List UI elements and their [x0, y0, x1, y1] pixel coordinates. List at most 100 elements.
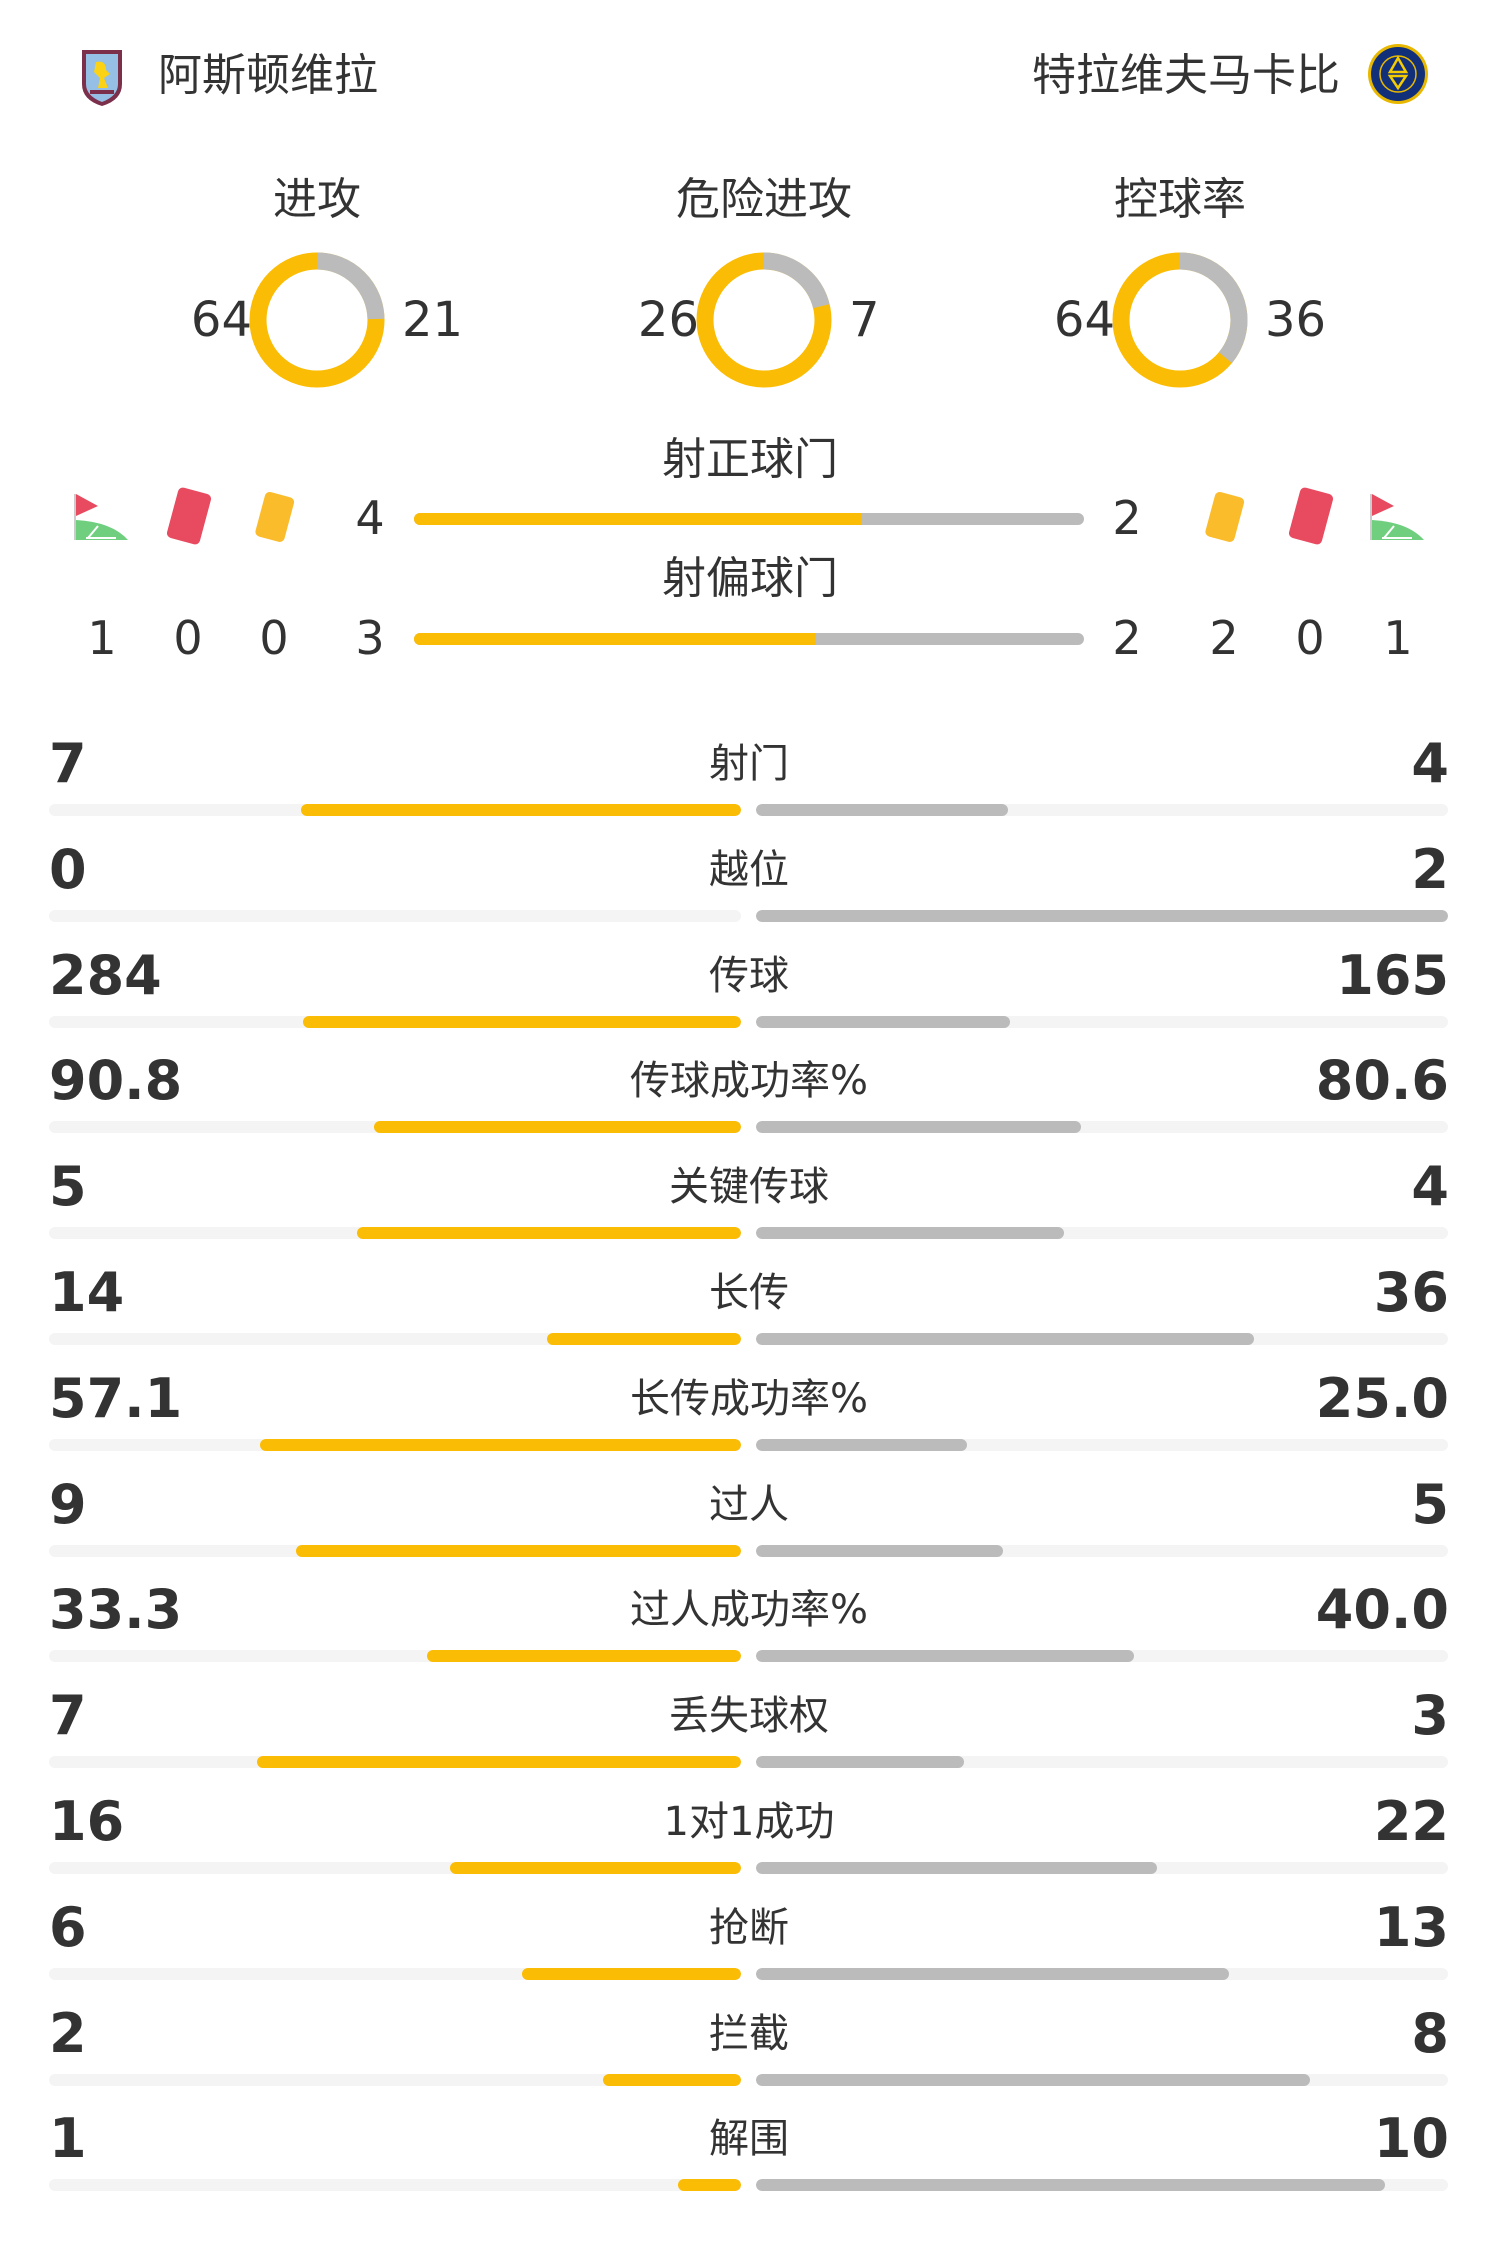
stat-home-bar: [602, 2073, 741, 2086]
shots-off-target-home: 3: [355, 611, 385, 665]
stat-away-track: [756, 1333, 1448, 1345]
home-corners: 1: [87, 611, 117, 665]
stat-away-value: 4: [1411, 1155, 1449, 1219]
stat-away-track: [756, 1756, 1448, 1769]
donut-title: 控球率: [1114, 174, 1246, 225]
stat-away-track: [756, 1967, 1448, 1980]
stat-away-bar: [756, 1544, 1004, 1557]
stat-row: 0 越位 2: [49, 838, 1449, 943]
stat-home-value: 14: [49, 1261, 125, 1324]
stat-home-bar: [522, 1967, 741, 1980]
donut-away-arc: [696, 252, 832, 388]
stat-away-bar: [756, 1015, 1011, 1028]
stat-home-value: 1: [49, 2107, 87, 2171]
stat-away-track: [756, 1121, 1448, 1134]
stat-row: 57.1 长传成功率% 25.0: [49, 1367, 1449, 1472]
stat-home-value: 9: [49, 1472, 87, 1536]
stat-label: 抢断: [709, 1904, 789, 1951]
stat-label: 过人成功率%: [629, 1587, 868, 1634]
stat-away-bar: [756, 1121, 1082, 1134]
stat-home-bar: [259, 1438, 741, 1451]
stat-away-bar: [756, 1967, 1230, 1980]
stat-away-bar: [756, 1756, 964, 1769]
stat-home-bar: [356, 1227, 741, 1240]
home-red-card-icon: [158, 486, 218, 546]
stat-away-bar: [756, 1227, 1064, 1240]
shots-on-target-label: 射正球门: [662, 434, 838, 485]
stat-away-value: 4: [1411, 732, 1449, 795]
stat-label: 丢失球权: [669, 1693, 829, 1740]
stat-home-bar: [374, 1121, 741, 1134]
stat-away-value: 165: [1336, 943, 1449, 1007]
home-yellow-cards: 0: [259, 611, 289, 665]
stat-row: 9 过人 5: [49, 1473, 1449, 1578]
stat-away-value: 40.0: [1315, 1578, 1449, 1642]
donut-home-value: 26: [637, 292, 699, 348]
donut-home-value: 64: [1053, 292, 1115, 348]
stat-home-bar: [426, 1650, 741, 1663]
stat-label: 长传成功率%: [629, 1375, 868, 1422]
stat-label: 解围: [709, 2116, 789, 2163]
stat-away-bar: [756, 2073, 1310, 2086]
stat-home-value: 0: [49, 837, 87, 901]
stat-home-value: 5: [49, 1155, 87, 1219]
stat-home-bar: [296, 1544, 741, 1557]
home-yellow-card-icon: [244, 486, 304, 546]
stat-home-track: [49, 1967, 741, 1980]
shots-on-target-away: 2: [1112, 491, 1142, 545]
donut-chart: [694, 250, 834, 390]
stat-label: 1对1成功: [663, 1799, 835, 1845]
stat-label: 关键传球: [669, 1164, 829, 1211]
stat-home-track: [49, 1227, 741, 1240]
away-red-cards: 0: [1295, 611, 1325, 665]
donut-home-value: 64: [190, 292, 252, 348]
stat-home-track: [49, 2179, 741, 2192]
stat-away-track: [756, 2073, 1448, 2086]
donut-away-value: 7: [849, 292, 880, 348]
stat-away-value: 22: [1373, 1790, 1449, 1853]
home-team-logo-icon: [72, 44, 132, 108]
stat-away-track: [756, 804, 1448, 816]
stat-away-value: 80.6: [1315, 1049, 1449, 1113]
stat-row: 284 传球 165: [49, 944, 1449, 1049]
stat-home-track: [49, 1544, 741, 1557]
shots-off-target-label: 射偏球门: [662, 553, 838, 604]
stat-home-bar: [449, 1862, 741, 1874]
away-red-card-icon: [1280, 486, 1340, 546]
stat-away-bar: [756, 1438, 967, 1451]
stat-label: 长传: [709, 1270, 789, 1316]
stat-home-track: [49, 1333, 741, 1345]
stat-home-track: [49, 2073, 741, 2086]
stat-away-value: 5: [1411, 1472, 1449, 1536]
stat-away-track: [756, 1862, 1448, 1874]
stat-away-value: 3: [1411, 1684, 1449, 1748]
stat-away-bar: [756, 909, 1448, 922]
stat-away-value: 25.0: [1315, 1366, 1449, 1430]
home-red-cards: 0: [173, 611, 203, 665]
stat-home-track: [49, 1015, 741, 1028]
donut-away-arc: [1112, 252, 1248, 388]
stat-home-value: 2: [49, 2001, 87, 2065]
stat-home-bar: [547, 1333, 741, 1345]
stat-away-track: [756, 1650, 1448, 1663]
stat-home-track: [49, 1650, 741, 1663]
stat-away-track: [756, 1015, 1448, 1028]
stat-away-bar: [756, 1862, 1157, 1874]
stat-home-bar: [303, 1015, 741, 1028]
stat-home-track: [49, 1121, 741, 1134]
stat-row: 90.8 传球成功率% 80.6: [49, 1049, 1449, 1154]
stat-home-track: [49, 909, 741, 922]
home-team-name: 阿斯顿维拉: [158, 50, 378, 101]
stat-away-value: 8: [1411, 2001, 1449, 2065]
stat-away-track: [756, 909, 1448, 922]
shots-off-target-bar: [414, 633, 1084, 645]
away-corner-flag-icon: [1368, 488, 1428, 548]
stat-label: 拦截: [709, 2010, 789, 2057]
stat-away-value: 2: [1411, 837, 1449, 901]
stat-home-track: [49, 1438, 741, 1451]
stat-label: 传球: [709, 952, 789, 999]
donut-away-value: 36: [1265, 292, 1327, 348]
stat-label: 射门: [709, 741, 789, 787]
stat-home-value: 90.8: [49, 1049, 183, 1113]
stat-away-track: [756, 2179, 1448, 2192]
